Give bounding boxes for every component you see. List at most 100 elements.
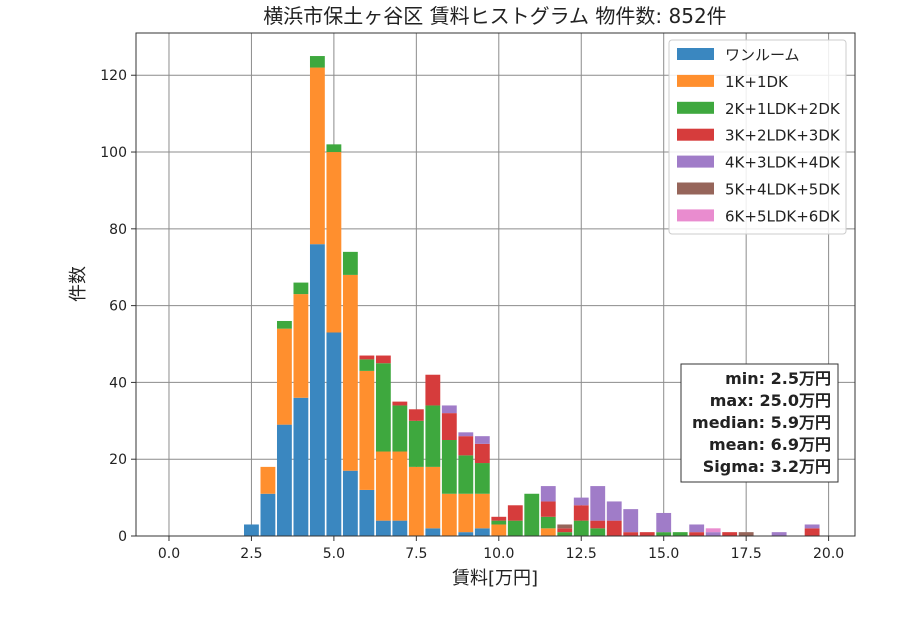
bar-segment (540, 528, 556, 536)
bar-segment (375, 363, 391, 452)
legend-swatch (677, 182, 714, 195)
bar-segment (639, 532, 655, 536)
bar-segment (276, 424, 292, 536)
legend-swatch (677, 128, 714, 141)
bar-segment (474, 443, 490, 464)
stats-box: min: 2.5万円 max: 25.0万円 median: 5.9万円 mean: … (680, 363, 839, 483)
bar-segment (590, 486, 606, 521)
bar-segment (474, 493, 490, 529)
bar-segment (342, 251, 358, 275)
bar-segment (804, 524, 820, 529)
bar-segment (342, 274, 358, 471)
bar-segment (425, 528, 441, 536)
bar-segment (309, 244, 325, 536)
stats-line: median: 5.9万円 (692, 413, 831, 432)
bar-segment (590, 520, 606, 529)
bar-segment (326, 332, 342, 536)
y-tick-label: 60 (109, 299, 127, 315)
bar-segment (722, 532, 738, 536)
bar-segment (491, 520, 507, 525)
bar-segment (656, 532, 672, 536)
bar-segment (392, 451, 408, 521)
x-axis-label: 賃料[万円] (452, 568, 538, 589)
bar-segment (309, 56, 325, 68)
bar-segment (375, 355, 391, 364)
bar-segment (309, 67, 325, 245)
x-tick-label: 20.0 (813, 546, 844, 562)
bar-segment (573, 520, 589, 536)
bar-segment (557, 524, 573, 529)
bar-segment (458, 436, 474, 456)
legend-label: 6K+5LDK+6DK (725, 207, 841, 225)
bar-segment (689, 532, 705, 536)
bar-segment (375, 520, 391, 536)
axis-ticks: 0.0 2.5 5.0 7.5 10.0 12.5 15.0 17.5 20.0 0 20 40 60 8… (100, 68, 844, 562)
stats-box-frame (680, 363, 839, 483)
bar-segment (359, 355, 375, 360)
bar-segment (392, 401, 408, 406)
bar-segment (573, 497, 589, 506)
bar-segment (524, 493, 540, 536)
legend-swatch (677, 101, 714, 114)
legend-label: 1K+1DK (725, 73, 789, 91)
bar-segment (293, 397, 309, 536)
stats-line: max: 25.0万円 (710, 391, 831, 410)
bar-segment (408, 420, 424, 467)
bar-segment (276, 328, 292, 425)
bar-segment (705, 528, 721, 533)
bar-segment (557, 532, 573, 536)
bar-segment (326, 144, 342, 153)
y-axis-label: 件数 (68, 266, 89, 302)
x-tick-label: 0.0 (158, 546, 180, 562)
bar-segment (260, 466, 276, 494)
legend-label: 3K+2LDK+3DK (725, 127, 841, 145)
x-tick-label: 7.5 (405, 546, 427, 562)
bar-segment (458, 432, 474, 437)
bar-segment (425, 374, 441, 406)
legend-swatch (677, 48, 714, 60)
bar-segment (491, 516, 507, 521)
legend-swatch (677, 74, 714, 87)
legend-swatch (677, 155, 714, 168)
legend-label: 4K+3LDK+4DK (725, 154, 841, 172)
bar-segment (540, 516, 556, 529)
bar-segment (458, 455, 474, 494)
bar-segment (474, 463, 490, 494)
bar-segment (540, 501, 556, 517)
bar-segment (276, 320, 292, 329)
bar-segment (441, 405, 457, 414)
bar-segment (392, 405, 408, 452)
bar-segment (359, 370, 375, 490)
chart-title: 横浜市保土ヶ谷区 賃料ヒストグラム 物件数: 852件 (263, 4, 726, 28)
stats-line: mean: 6.9万円 (709, 435, 831, 454)
bar-segment (425, 405, 441, 467)
legend-label: 2K+1LDK+2DK (725, 100, 841, 118)
x-tick-label: 17.5 (731, 546, 762, 562)
x-tick-label: 15.0 (648, 546, 679, 562)
bar-segment (293, 294, 309, 398)
legend-swatch (677, 209, 714, 222)
bar-segment (375, 451, 391, 521)
bar-segment (474, 528, 490, 536)
y-tick-label: 40 (109, 375, 127, 391)
y-tick-label: 20 (109, 452, 127, 468)
bar-segment (705, 532, 721, 536)
y-tick-label: 0 (118, 529, 127, 545)
bar-segment (507, 520, 523, 536)
legend-label: ワンルーム (725, 46, 800, 64)
bar-segment (771, 532, 787, 536)
x-tick-label: 12.5 (566, 546, 597, 562)
bar-segment (293, 282, 309, 295)
bar-segment (260, 493, 276, 536)
y-tick-label: 80 (109, 222, 127, 238)
bar-segment (458, 493, 474, 533)
bar-segment (557, 528, 573, 533)
bar-segment (408, 466, 424, 536)
bar-segment (458, 532, 474, 536)
bar-segment (392, 520, 408, 536)
bar-segment (540, 486, 556, 502)
y-tick-label: 100 (100, 145, 127, 161)
stats-line: Sigma: 3.2万円 (703, 457, 831, 476)
bar-segment (474, 436, 490, 444)
